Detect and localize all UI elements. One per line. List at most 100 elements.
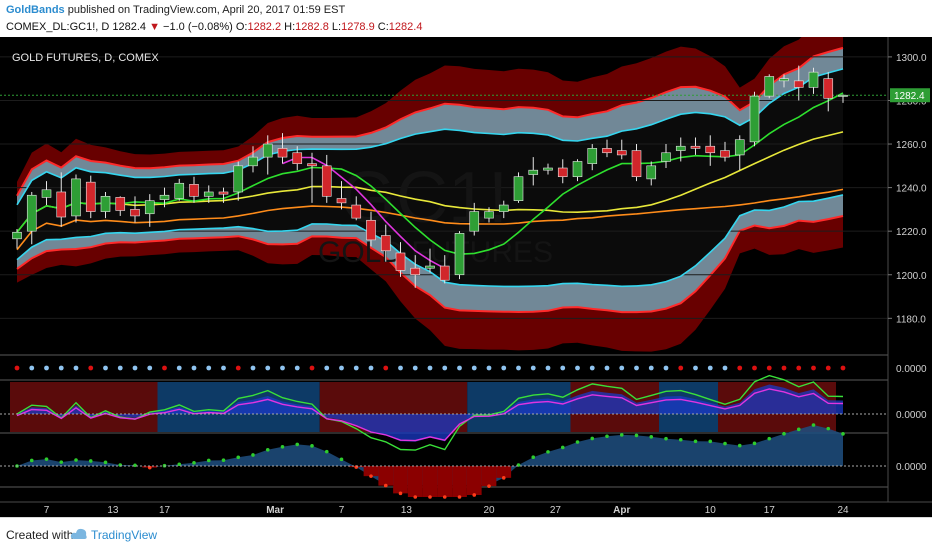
signal-dot <box>545 365 551 371</box>
momentum-dot <box>634 433 639 438</box>
price-tick-label: 1260.0 <box>896 140 927 151</box>
upper-cyan-line <box>16 68 844 206</box>
close-label: C: <box>377 21 389 33</box>
momentum-dot <box>767 436 772 441</box>
symbol-label: COMEX_DL:GC1!, D <box>6 21 110 33</box>
momentum-area <box>0 425 843 485</box>
price-change: −1.0 (−0.08%) <box>163 21 233 33</box>
time-tick-label: 13 <box>401 505 413 516</box>
time-axis-bg <box>0 502 932 517</box>
momentum-dot <box>310 444 314 448</box>
momentum-dot <box>192 461 196 465</box>
momentum-dot <box>531 455 536 460</box>
price-tick-label: 1220.0 <box>896 227 927 238</box>
signal-dot <box>530 365 536 371</box>
candle-body <box>631 150 642 178</box>
momentum-dot <box>324 449 329 454</box>
momentum-dot <box>752 441 757 446</box>
momentum-dot <box>546 450 550 454</box>
candle-body <box>823 78 834 99</box>
signal-dot <box>796 365 802 371</box>
momentum-dot <box>664 436 668 441</box>
candle-body <box>543 167 553 171</box>
signal-dot <box>353 365 359 371</box>
price-chart[interactable]: GC1! GOLD FUTURES 1180.01200.01220.01240… <box>0 37 932 517</box>
oscillator-area <box>0 384 843 442</box>
signal-dot <box>265 365 271 371</box>
author-link[interactable]: GoldBands <box>6 4 65 16</box>
close-value: 1282.4 <box>388 21 423 33</box>
momentum-dot <box>442 495 447 499</box>
signal-dot <box>103 365 108 371</box>
candle-body <box>587 148 598 164</box>
tradingview-brand-link[interactable]: TradingView <box>91 528 158 542</box>
momentum-dot <box>44 457 49 461</box>
candle-body <box>764 76 775 97</box>
candle-body <box>366 219 376 241</box>
momentum-dot <box>501 476 506 480</box>
signal-dot <box>693 365 698 371</box>
candle-body <box>454 233 465 276</box>
momentum-dot <box>133 463 137 468</box>
signal-dot <box>427 365 433 371</box>
upper-red-line <box>16 46 844 197</box>
candle-body <box>616 150 627 156</box>
momentum-dot <box>575 440 580 444</box>
momentum-dot <box>678 437 683 442</box>
momentum-dot <box>782 431 786 436</box>
candles-layer <box>12 65 848 288</box>
published-text: published on TradingView.com, April 20, … <box>67 4 346 16</box>
price-tick-label: 1180.0 <box>896 314 926 325</box>
signal-dot <box>280 365 285 371</box>
signal-dot <box>44 365 49 371</box>
signal-dot <box>501 365 507 371</box>
upper-steel-band <box>17 47 843 205</box>
time-tick-label: 10 <box>705 505 717 516</box>
signal-dot <box>840 365 846 371</box>
candle-body <box>307 163 317 167</box>
candle-body <box>233 165 244 193</box>
trend-region <box>10 382 158 432</box>
signal-dot <box>294 365 300 371</box>
momentum-dot <box>29 458 34 463</box>
candle-body <box>144 200 155 215</box>
signal-dot <box>825 365 831 371</box>
signal-dot <box>235 365 241 371</box>
price-tick-label: 1200.0 <box>896 271 927 282</box>
momentum-dot <box>590 436 595 441</box>
candle-body <box>779 78 789 82</box>
candle-body <box>557 167 568 178</box>
indicator-panes <box>0 354 932 499</box>
momentum-dot <box>206 458 211 463</box>
momentum-dot <box>265 447 270 452</box>
yellow-average-line <box>16 131 844 233</box>
momentum-dot <box>103 460 108 465</box>
signal-dot <box>575 365 580 371</box>
signal-dot <box>663 365 669 371</box>
momentum-dot <box>472 493 477 497</box>
time-tick-label: Apr <box>613 505 630 516</box>
momentum-dot <box>811 423 816 427</box>
candle-body <box>41 189 52 198</box>
momentum-dot <box>236 455 241 460</box>
open-label: O: <box>235 21 248 33</box>
signal-dot <box>58 365 64 371</box>
tradingview-cloud-icon <box>70 528 87 539</box>
signal-dot <box>147 365 153 371</box>
momentum-dot <box>295 442 300 447</box>
publish-info: GoldBands published on TradingView.com, … <box>6 4 345 16</box>
momentum-dot <box>560 445 565 450</box>
indicator-value-label: 0.0000 <box>896 462 927 473</box>
moving-averages-layer <box>0 68 888 288</box>
candle-body <box>469 211 480 232</box>
signal-dot <box>752 365 757 371</box>
momentum-dot <box>649 435 654 439</box>
signal-dot <box>250 365 256 371</box>
candle-body <box>26 194 37 232</box>
momentum-dot <box>708 439 713 444</box>
symbol-line: COMEX_DL:GC1!, D 1282.4 ▼ −1.0 (−0.08%) … <box>6 21 422 33</box>
momentum-dot <box>147 465 152 470</box>
signal-dot <box>516 365 521 371</box>
signal-dot <box>73 365 79 371</box>
candle-body <box>528 169 539 175</box>
